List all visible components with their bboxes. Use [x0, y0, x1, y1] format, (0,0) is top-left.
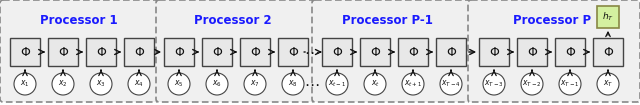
Text: Φ: Φ: [408, 45, 418, 58]
Circle shape: [326, 73, 348, 95]
Circle shape: [244, 73, 266, 95]
FancyBboxPatch shape: [312, 0, 470, 102]
FancyBboxPatch shape: [278, 38, 308, 66]
Text: Processor P-1: Processor P-1: [342, 14, 433, 27]
FancyBboxPatch shape: [322, 38, 352, 66]
Text: Φ: Φ: [174, 45, 184, 58]
Circle shape: [282, 73, 304, 95]
Text: $x_{T-4}$: $x_{T-4}$: [441, 79, 461, 89]
FancyBboxPatch shape: [593, 38, 623, 66]
Text: $x_6$: $x_6$: [212, 79, 222, 89]
FancyBboxPatch shape: [48, 38, 78, 66]
Text: Φ: Φ: [20, 45, 30, 58]
FancyBboxPatch shape: [555, 38, 585, 66]
Text: Processor 2: Processor 2: [194, 14, 272, 27]
Text: $x_T$: $x_T$: [603, 79, 613, 89]
FancyBboxPatch shape: [436, 38, 466, 66]
Text: $x_1$: $x_1$: [20, 79, 30, 89]
Text: $\cdots$: $\cdots$: [304, 77, 320, 91]
Text: Φ: Φ: [250, 45, 260, 58]
Circle shape: [14, 73, 36, 95]
Text: $\cdots$: $\cdots$: [304, 45, 320, 60]
FancyBboxPatch shape: [0, 0, 158, 102]
Text: $h_T$: $h_T$: [602, 11, 614, 23]
FancyBboxPatch shape: [202, 38, 232, 66]
Circle shape: [364, 73, 386, 95]
Circle shape: [168, 73, 190, 95]
Text: $x_t$: $x_t$: [371, 79, 380, 89]
Text: $x_5$: $x_5$: [174, 79, 184, 89]
Circle shape: [440, 73, 462, 95]
FancyBboxPatch shape: [164, 38, 194, 66]
Text: Φ: Φ: [527, 45, 537, 58]
Text: Processor P: Processor P: [513, 14, 591, 27]
Text: $x_{t-1}$: $x_{t-1}$: [328, 79, 346, 89]
Text: $x_{t+1}$: $x_{t+1}$: [404, 79, 422, 89]
Circle shape: [206, 73, 228, 95]
Text: Φ: Φ: [58, 45, 68, 58]
FancyBboxPatch shape: [124, 38, 154, 66]
Text: Φ: Φ: [370, 45, 380, 58]
Text: $x_{T-1}$: $x_{T-1}$: [560, 79, 580, 89]
Text: $x_2$: $x_2$: [58, 79, 68, 89]
Text: Φ: Φ: [212, 45, 222, 58]
Text: Φ: Φ: [446, 45, 456, 58]
Text: Φ: Φ: [603, 45, 613, 58]
FancyBboxPatch shape: [517, 38, 547, 66]
FancyBboxPatch shape: [597, 6, 619, 28]
Text: Φ: Φ: [565, 45, 575, 58]
Circle shape: [597, 73, 619, 95]
Text: Φ: Φ: [332, 45, 342, 58]
FancyBboxPatch shape: [240, 38, 270, 66]
Text: Φ: Φ: [134, 45, 144, 58]
Text: Φ: Φ: [489, 45, 499, 58]
Text: $x_7$: $x_7$: [250, 79, 260, 89]
Text: Φ: Φ: [96, 45, 106, 58]
Text: $x_4$: $x_4$: [134, 79, 144, 89]
FancyBboxPatch shape: [479, 38, 509, 66]
Circle shape: [559, 73, 581, 95]
FancyBboxPatch shape: [398, 38, 428, 66]
Circle shape: [52, 73, 74, 95]
Text: $x_8$: $x_8$: [288, 79, 298, 89]
Text: Φ: Φ: [288, 45, 298, 58]
FancyBboxPatch shape: [468, 0, 640, 102]
Text: $x_3$: $x_3$: [96, 79, 106, 89]
FancyBboxPatch shape: [10, 38, 40, 66]
FancyBboxPatch shape: [156, 0, 314, 102]
Text: Processor 1: Processor 1: [40, 14, 118, 27]
FancyBboxPatch shape: [86, 38, 116, 66]
Text: $x_{T-3}$: $x_{T-3}$: [484, 79, 504, 89]
Text: $x_{T-2}$: $x_{T-2}$: [522, 79, 541, 89]
Circle shape: [521, 73, 543, 95]
FancyBboxPatch shape: [360, 38, 390, 66]
Circle shape: [128, 73, 150, 95]
Circle shape: [90, 73, 112, 95]
Circle shape: [483, 73, 505, 95]
Circle shape: [402, 73, 424, 95]
